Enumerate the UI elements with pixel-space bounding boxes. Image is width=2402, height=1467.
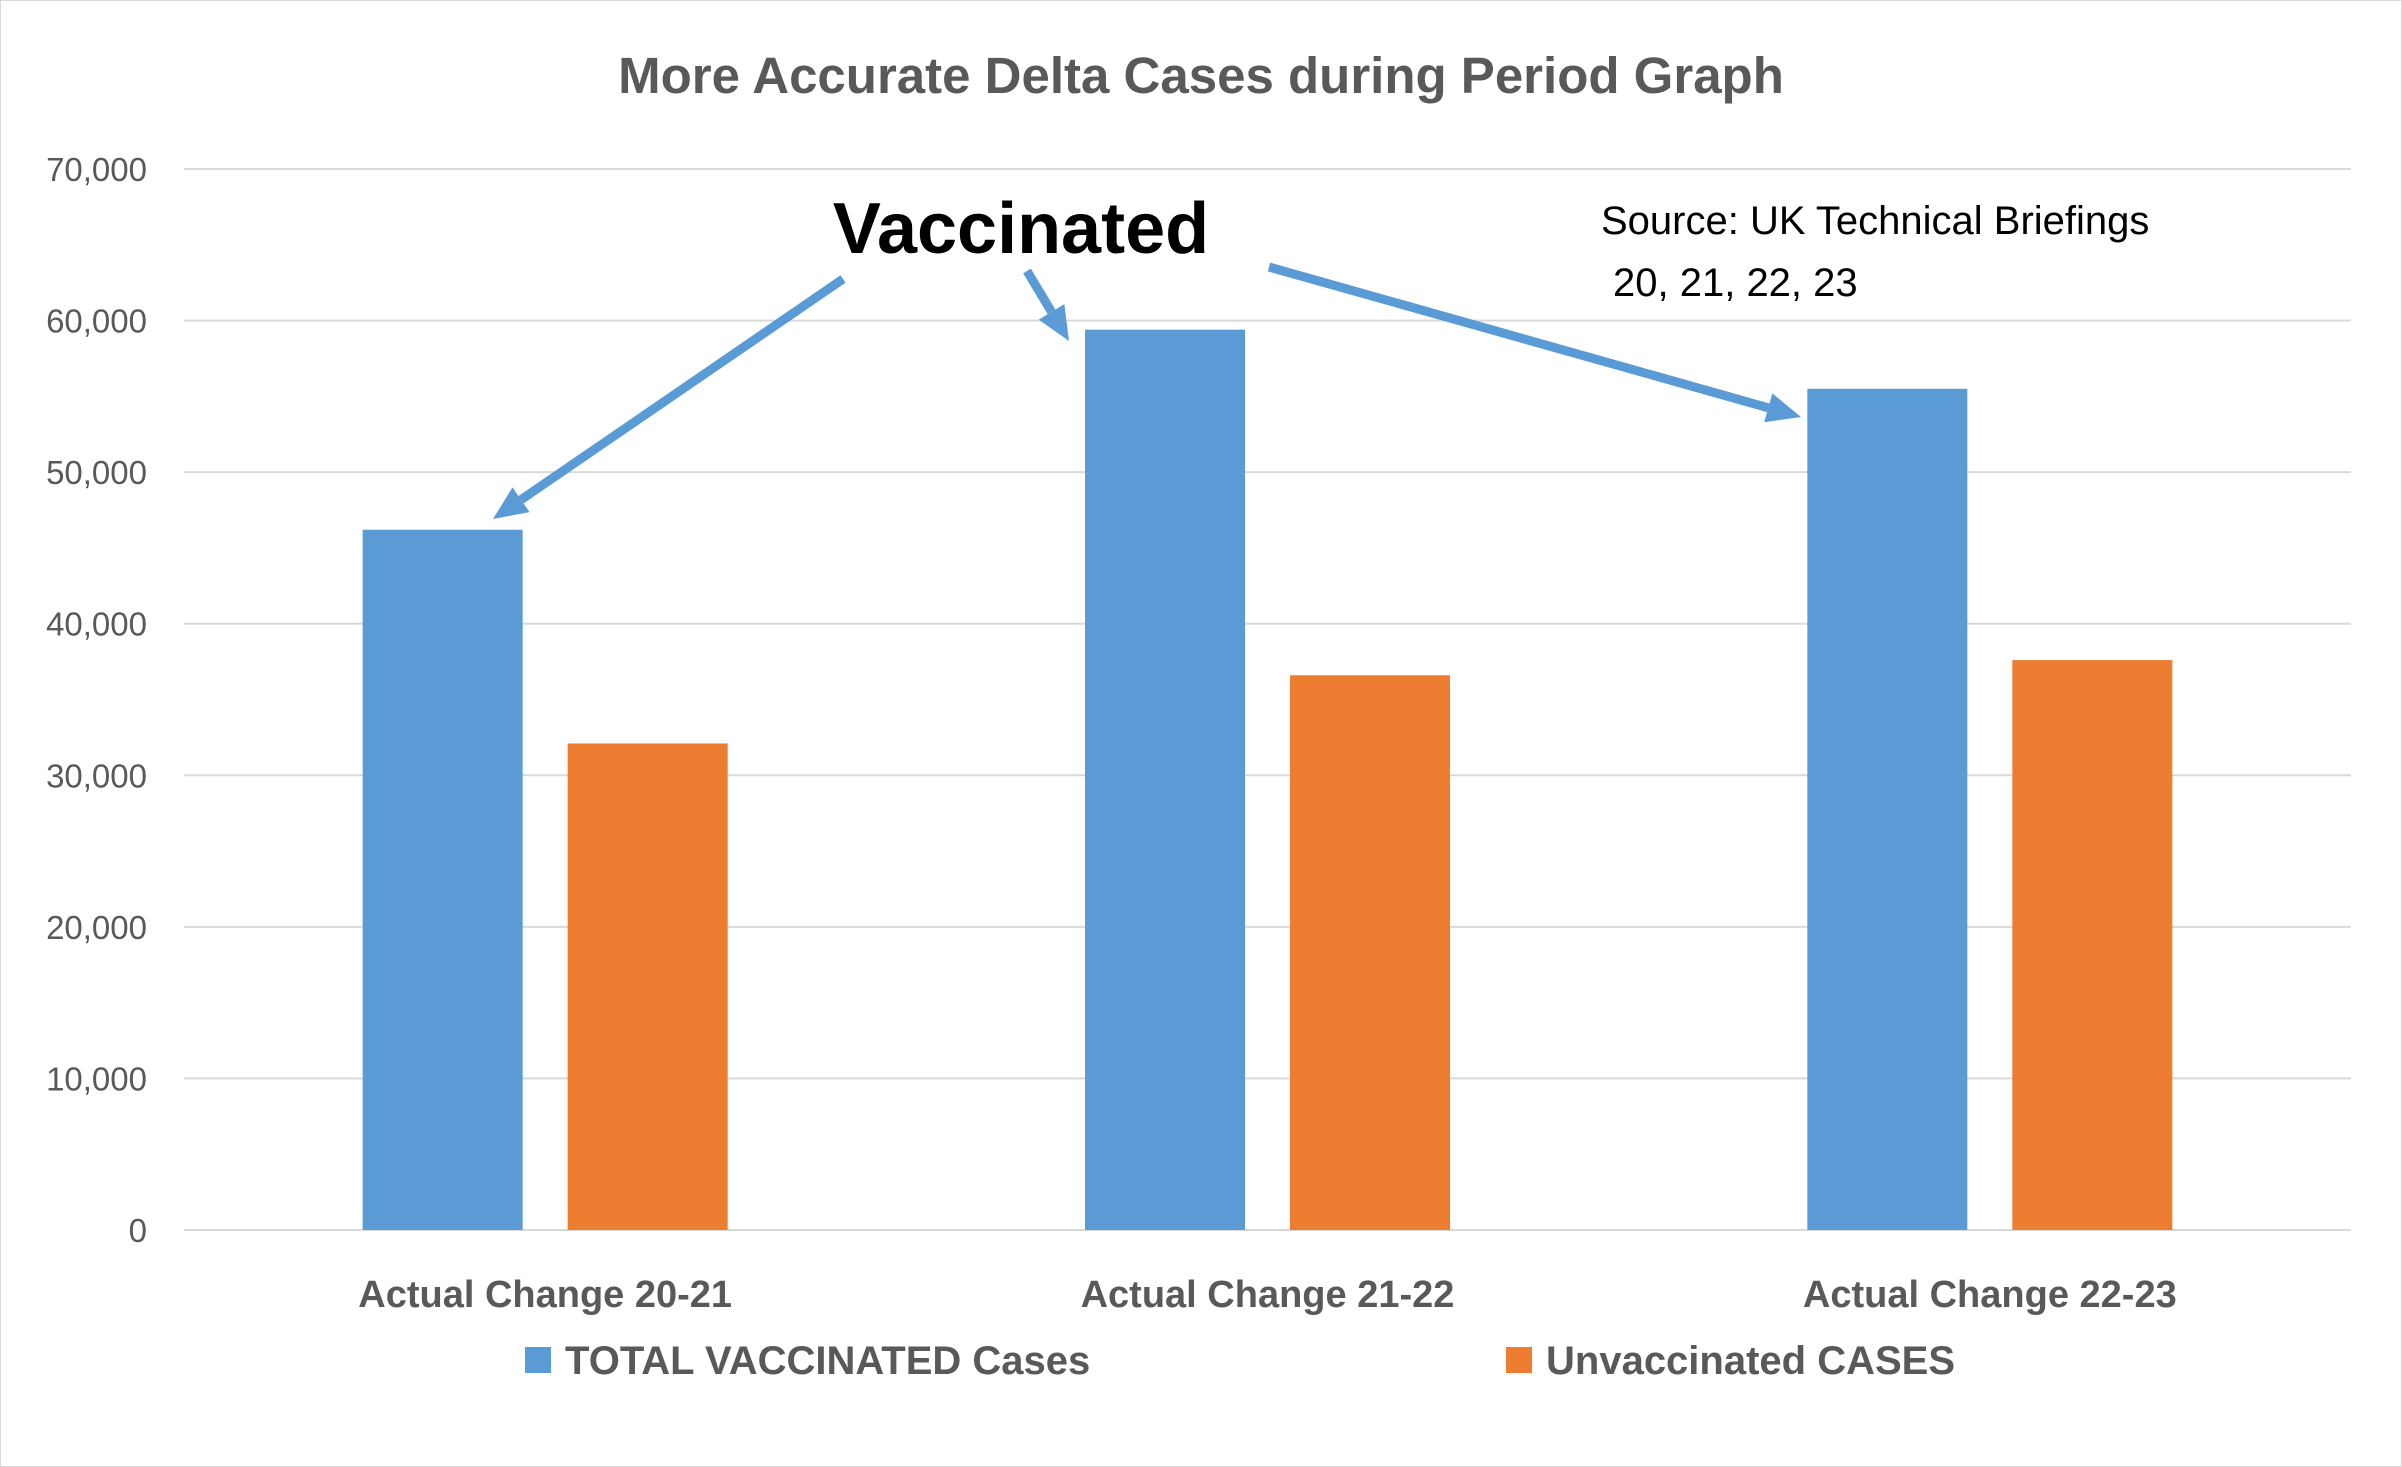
y-axis-ticks: 0 10,000 20,000 30,000 40,000 50,000 60,000 70,…	[46, 151, 147, 1249]
vaccinated-annotation: Vaccinated	[833, 189, 1209, 269]
x-tick-label: Actual Change 20-21	[358, 1274, 732, 1316]
annotation-arrow-2	[1023, 268, 1056, 315]
y-tick-label: 60,000	[46, 303, 147, 340]
annotation-arrow-3	[1267, 262, 1770, 413]
source-annotation-line1: Source: UK Technical Briefings	[1601, 199, 2149, 243]
y-tick-label: 50,000	[46, 454, 147, 491]
legend-swatch	[525, 1347, 551, 1373]
gridlines	[184, 168, 2351, 1231]
annotation-arrowhead-1	[493, 487, 530, 519]
bar-unvaccinated-2	[1290, 675, 1450, 1230]
y-tick-label: 30,000	[46, 757, 147, 794]
x-axis-ticks: Actual Change 20-21 Actual Change 21-22 Ac…	[358, 1274, 2176, 1316]
bars	[362, 329, 2173, 1230]
annotation-arrowhead-2	[1038, 304, 1069, 341]
annotation-arrowhead-3	[1764, 393, 1801, 423]
x-tick-label: Actual Change 21-22	[1081, 1274, 1455, 1316]
y-tick-label: 40,000	[46, 606, 147, 643]
legend-swatch	[1506, 1347, 1532, 1373]
bar-unvaccinated-3	[2012, 660, 2173, 1230]
y-tick-label: 70,000	[46, 151, 147, 188]
source-annotation-line2: 20, 21, 22, 23	[1613, 261, 1858, 305]
bar-vaccinated-2	[1085, 329, 1245, 1230]
bar-vaccinated-3	[1807, 388, 1968, 1230]
annotations: Vaccinated Source: UK Technical Briefing…	[833, 189, 2150, 305]
annotation-arrows	[493, 262, 1801, 519]
annotation-arrow-1	[518, 275, 846, 504]
x-tick-label: Actual Change 22-23	[1803, 1274, 2177, 1316]
legend: TOTAL VACCINATED Cases Unvaccinated CASES	[525, 1339, 1955, 1383]
legend-label: TOTAL VACCINATED Cases	[565, 1339, 1090, 1383]
legend-label: Unvaccinated CASES	[1546, 1339, 1955, 1383]
y-tick-label: 0	[129, 1212, 147, 1249]
y-tick-label: 10,000	[46, 1060, 147, 1097]
chart-title: More Accurate Delta Cases during Period …	[618, 47, 1784, 104]
bar-vaccinated-1	[362, 529, 523, 1230]
bar-unvaccinated-1	[567, 743, 728, 1230]
y-tick-label: 20,000	[46, 909, 147, 946]
